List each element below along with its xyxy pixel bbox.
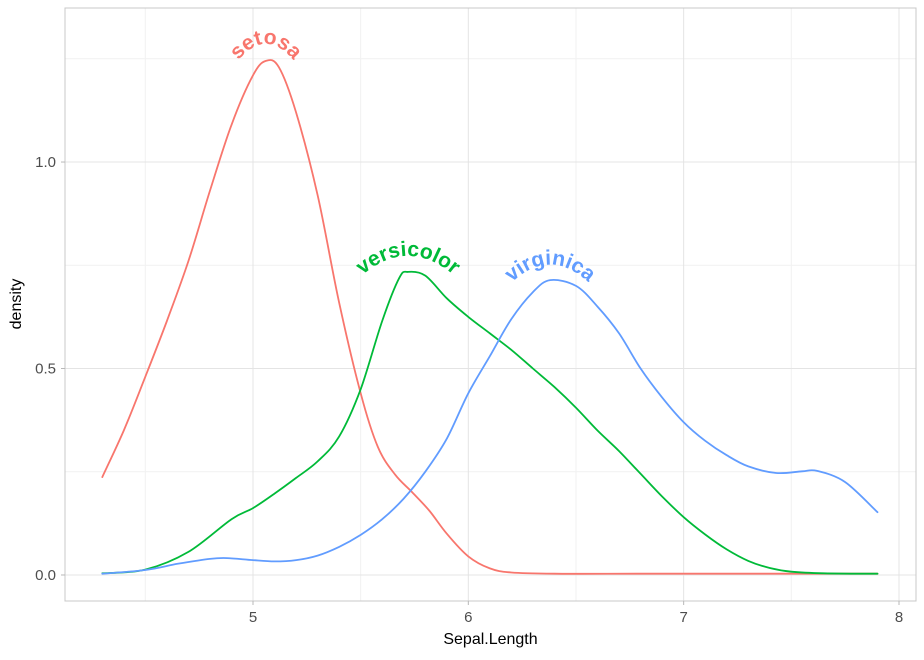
density-curve-versicolor (101, 270, 879, 575)
grid-minor (65, 8, 916, 601)
x-tick-label-7: 7 (679, 609, 687, 626)
y-axis-title: density (8, 278, 25, 330)
x-tick-label-5: 5 (249, 609, 257, 626)
y-tick-label-0.0: 0.0 (35, 567, 56, 584)
grid-major (65, 8, 916, 601)
y-tick-label-0.5: 0.5 (35, 361, 56, 378)
density-curve-setosa (101, 59, 879, 575)
y-tick-label-1.0: 1.0 (35, 154, 56, 171)
panel-border (64, 7, 917, 602)
plot-panel (65, 8, 916, 601)
x-tick-label-6: 6 (464, 609, 472, 626)
density-curve-virginica (101, 278, 879, 575)
x-tick-label-8: 8 (895, 609, 903, 626)
x-axis-title: Sepal.Length (443, 631, 538, 648)
